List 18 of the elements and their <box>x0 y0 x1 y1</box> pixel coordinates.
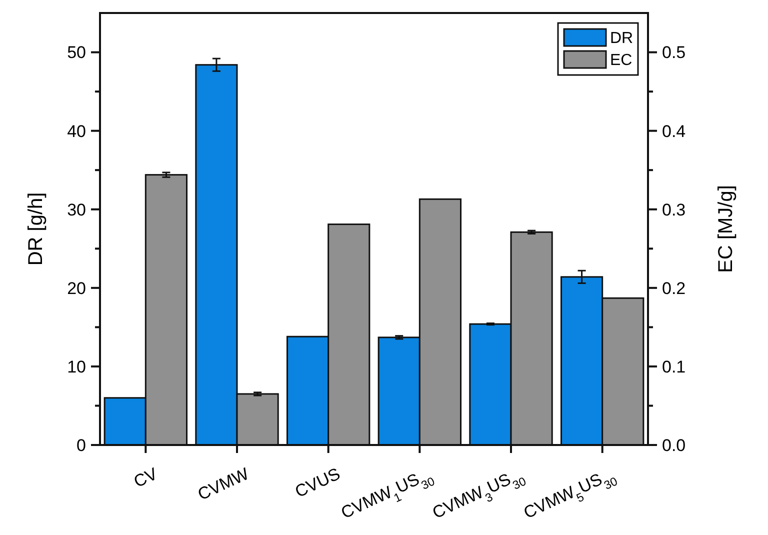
y-tick-label: 50 <box>67 43 86 62</box>
y-axis-title: DR [g/h] <box>25 192 47 266</box>
x-tick-label: CV <box>130 464 161 492</box>
legend-label: DR <box>610 30 634 47</box>
y-tick-label: 20 <box>67 278 86 298</box>
y2-tick-label: 0.0 <box>662 436 686 455</box>
y2-tick-label: 0.4 <box>662 122 686 141</box>
y2-tick-label: 0.2 <box>662 278 686 298</box>
y-tick-label: 30 <box>67 200 86 220</box>
y-tick-label: 0 <box>76 436 86 455</box>
y2-tick-label: 0.3 <box>662 200 686 220</box>
legend-label: EC <box>610 52 632 69</box>
y-tick-label: 10 <box>67 357 86 376</box>
x-tick-label: CVUS <box>292 464 344 502</box>
y-tick-label: 40 <box>67 122 86 141</box>
y2-tick-label: 0.1 <box>662 357 686 376</box>
y2-axis-title: EC [MJ/g] <box>715 185 737 273</box>
y2-tick-label: 0.5 <box>662 43 686 62</box>
